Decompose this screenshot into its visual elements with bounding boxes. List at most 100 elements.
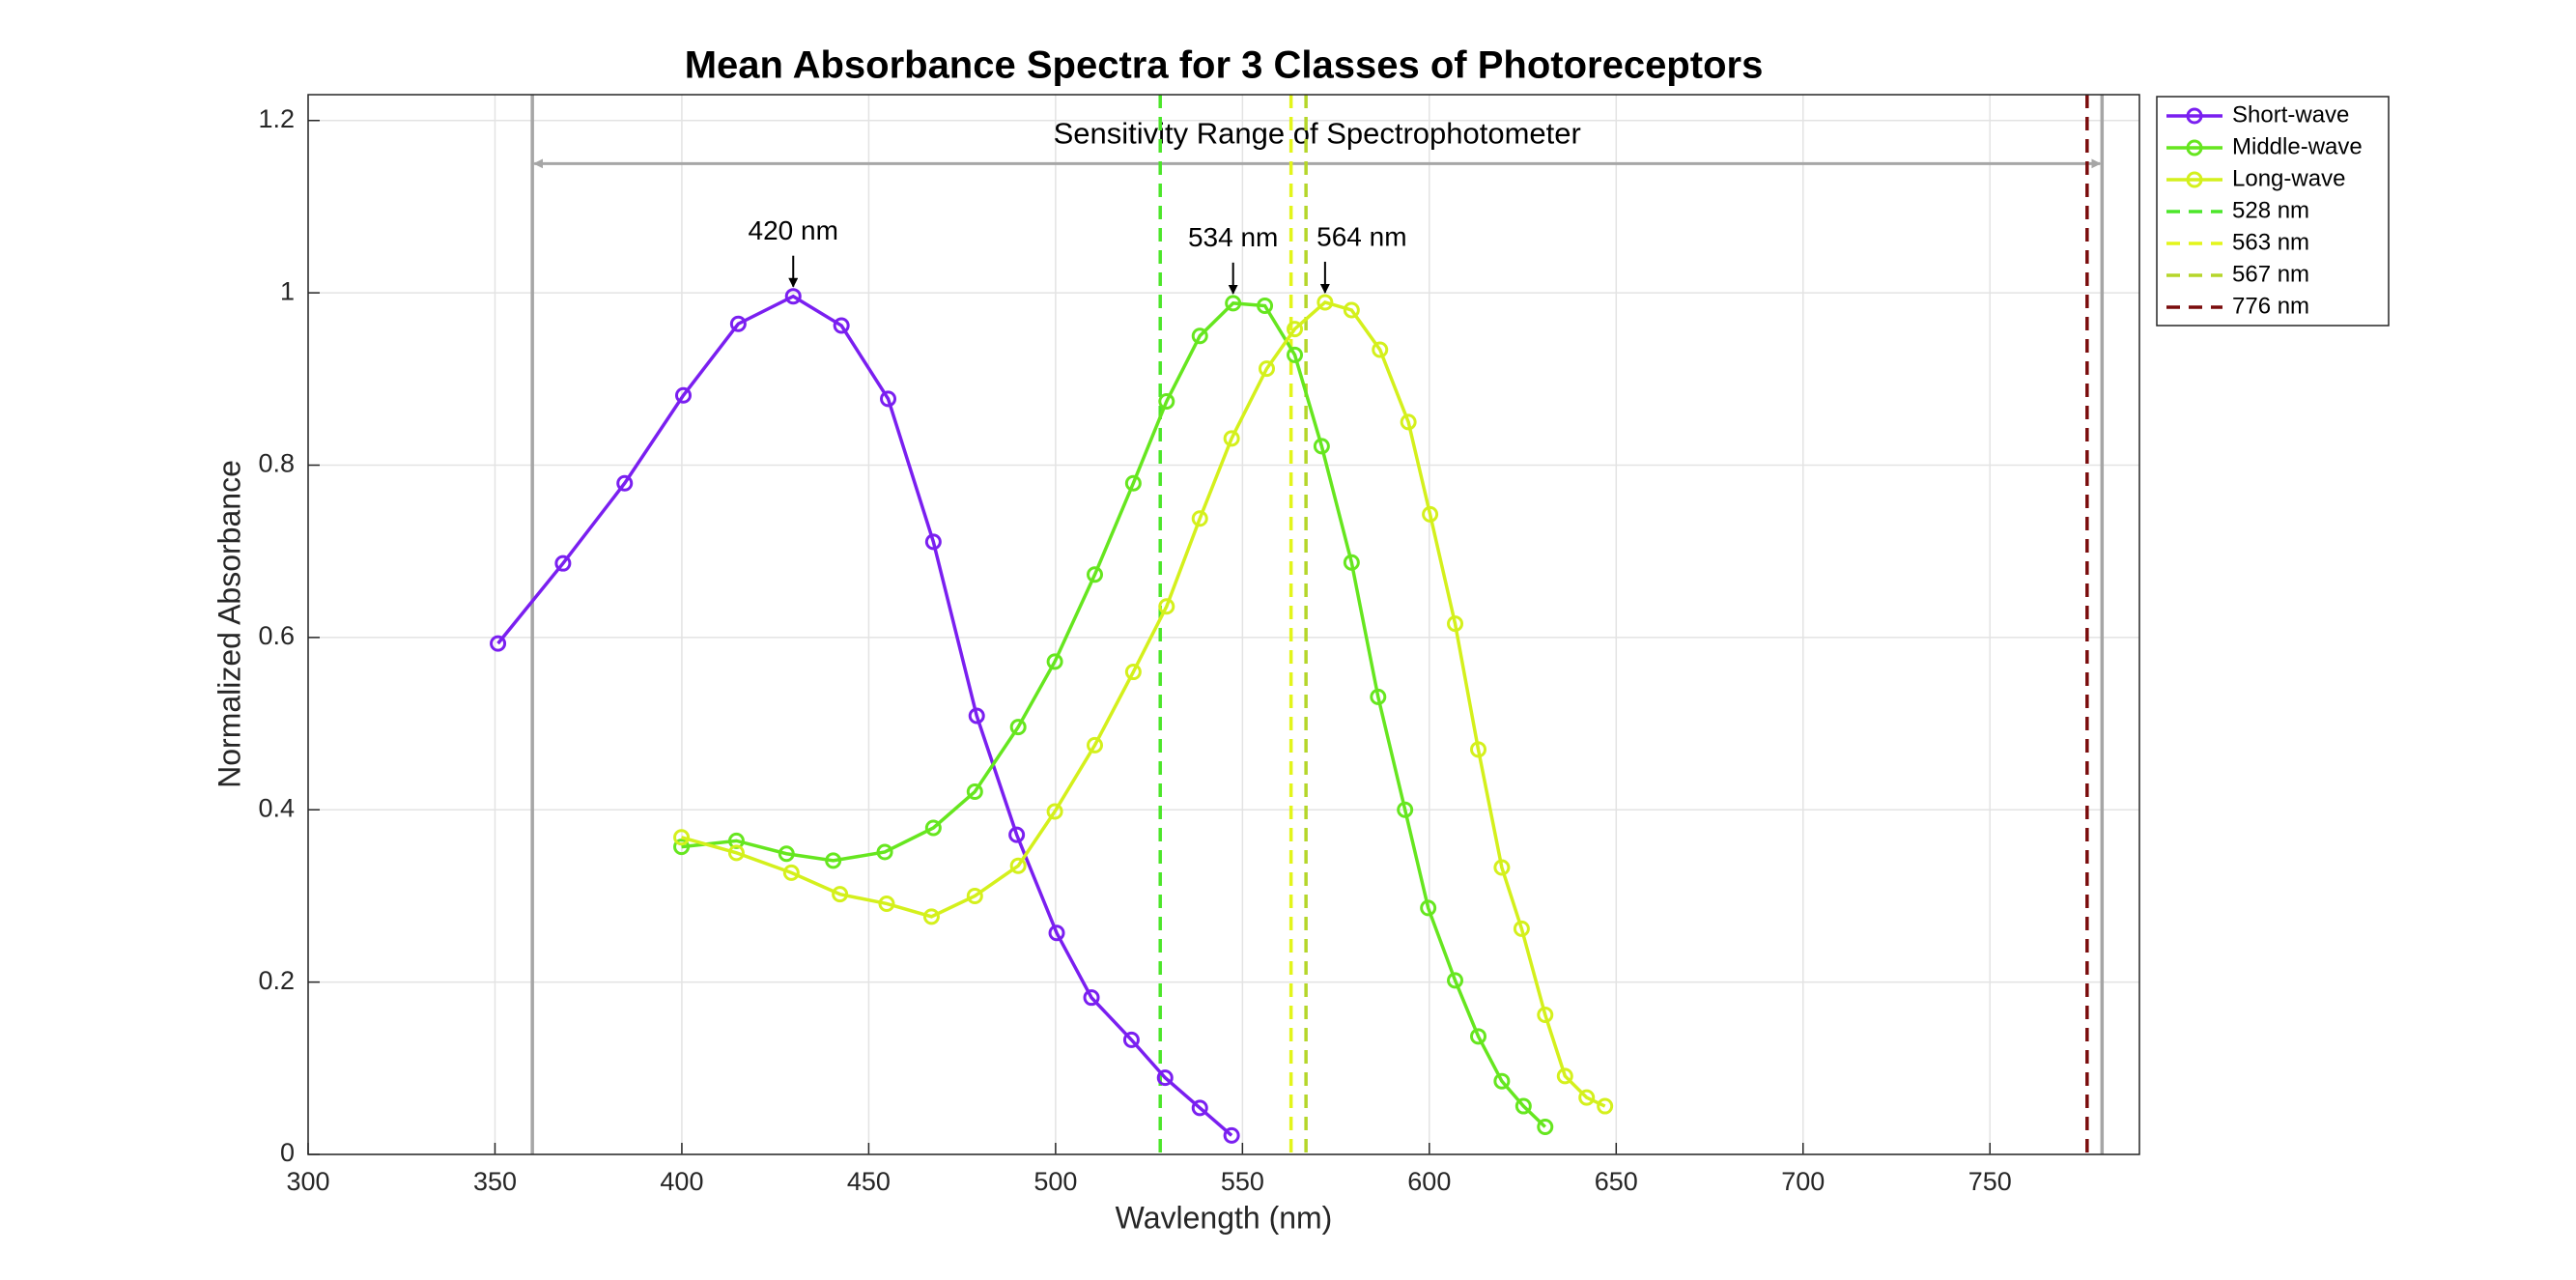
data-point — [1513, 920, 1530, 937]
data-point — [673, 839, 691, 856]
data-point — [1124, 474, 1142, 492]
data-point — [1087, 566, 1104, 583]
data-point — [782, 864, 800, 881]
data-point — [876, 843, 893, 861]
data-point — [878, 895, 895, 912]
data-point — [778, 845, 795, 863]
x-tick-label: 450 — [847, 1167, 891, 1196]
axes-box — [307, 94, 2140, 1155]
data-point — [1493, 1072, 1511, 1090]
data-point — [1083, 989, 1100, 1007]
y-tick-label: 1.2 — [258, 104, 295, 133]
y-tick-label: 0.2 — [258, 966, 295, 995]
data-point — [1556, 1067, 1573, 1085]
data-point — [1046, 803, 1063, 820]
data-point — [1257, 298, 1274, 315]
data-point — [1420, 899, 1437, 917]
data-point — [1158, 598, 1175, 615]
data-point — [1537, 1118, 1554, 1135]
data-point — [1470, 1028, 1487, 1045]
data-point — [924, 533, 942, 551]
x-tick-label: 600 — [1407, 1167, 1451, 1196]
data-point — [1397, 801, 1414, 818]
data-point — [1470, 741, 1487, 758]
data-point — [1008, 826, 1026, 843]
data-point — [1597, 1097, 1614, 1115]
data-point — [1287, 346, 1304, 363]
data-point — [616, 474, 634, 492]
annotation: 534 nm — [1188, 222, 1278, 252]
data-point — [832, 886, 849, 903]
data-point — [1191, 327, 1208, 345]
data-point — [1191, 510, 1208, 527]
chart-title: Mean Absorbance Spectra for 3 Classes of… — [685, 44, 1764, 87]
range-label: Sensitivity Range of Spectrophotometer — [1054, 117, 1581, 151]
y-tick-label: 0.6 — [258, 621, 295, 650]
data-point — [1370, 688, 1387, 705]
data-point — [673, 829, 691, 846]
data-point — [1343, 554, 1360, 571]
data-point — [554, 555, 572, 572]
data-point — [966, 887, 983, 904]
data-point — [966, 783, 983, 801]
data-point — [1316, 294, 1334, 311]
data-point — [1156, 1069, 1174, 1087]
data-point — [924, 819, 942, 837]
data-point — [1046, 653, 1063, 670]
series-line — [496, 294, 1233, 1137]
data-point — [1422, 505, 1439, 523]
legend-label: 563 nm — [2232, 229, 2309, 255]
y-tick-label: 0 — [280, 1138, 295, 1167]
legend-marker — [2186, 139, 2203, 156]
data-point — [674, 386, 692, 404]
data-point — [1223, 1126, 1240, 1144]
x-tick-label: 750 — [1968, 1167, 2012, 1196]
series-line — [681, 299, 1606, 1108]
annotation: 420 nm — [749, 215, 838, 245]
legend-label: 567 nm — [2232, 261, 2309, 287]
x-tick-label: 350 — [473, 1167, 517, 1196]
data-point — [1009, 857, 1027, 874]
legend-label: 528 nm — [2232, 197, 2309, 223]
series-line — [681, 301, 1546, 1128]
y-axis-label: Normalized Absorbance — [212, 460, 246, 788]
data-point — [1191, 1099, 1208, 1117]
y-tick-label: 1 — [280, 276, 295, 305]
data-point — [1514, 1097, 1532, 1115]
data-point — [1087, 736, 1104, 754]
data-point — [784, 288, 802, 305]
x-tick-label: 400 — [660, 1167, 703, 1196]
data-point — [1343, 301, 1360, 319]
data-point — [880, 390, 897, 408]
data-point — [1400, 413, 1417, 431]
data-point — [1447, 972, 1464, 989]
data-point — [1578, 1089, 1596, 1106]
data-point — [727, 832, 745, 849]
data-point — [968, 707, 985, 725]
data-point — [1258, 360, 1275, 378]
data-point — [1225, 295, 1242, 312]
data-point — [1287, 321, 1304, 338]
legend-marker — [2186, 171, 2203, 188]
data-point — [1048, 924, 1065, 942]
legend-label: Middle-wave — [2232, 133, 2363, 159]
x-tick-label: 500 — [1033, 1167, 1077, 1196]
data-point — [825, 852, 842, 869]
data-point — [1493, 859, 1511, 876]
data-point — [1447, 615, 1464, 633]
x-tick-label: 300 — [286, 1167, 329, 1196]
legend-label: 776 nm — [2232, 293, 2309, 319]
data-point — [1223, 430, 1240, 447]
y-tick-label: 0.8 — [258, 449, 295, 478]
data-point — [1372, 341, 1389, 358]
y-tick-label: 0.4 — [258, 793, 295, 822]
legend-marker — [2186, 107, 2203, 125]
data-point — [727, 844, 745, 862]
data-point — [1122, 1031, 1140, 1048]
data-point — [1313, 438, 1330, 455]
legend-label: Long-wave — [2232, 165, 2345, 191]
x-tick-label: 650 — [1595, 1167, 1638, 1196]
